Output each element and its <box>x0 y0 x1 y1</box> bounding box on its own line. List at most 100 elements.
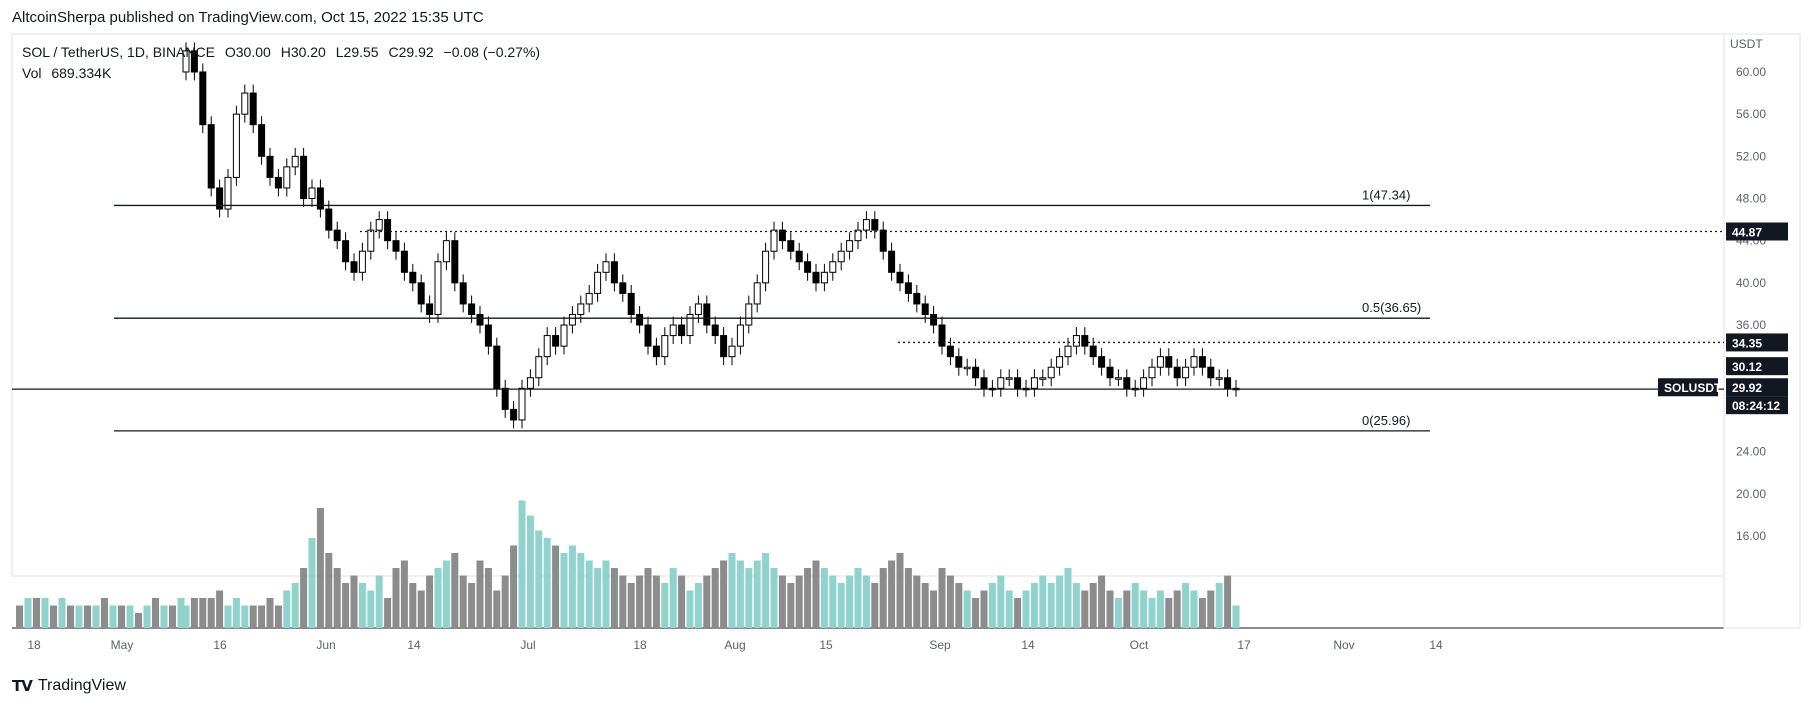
candle-body <box>888 250 896 273</box>
volume-bar <box>1148 598 1156 628</box>
candle-body <box>1140 377 1148 389</box>
volume-bar <box>409 583 417 628</box>
candle-body <box>199 71 207 126</box>
candle-body <box>854 229 862 242</box>
candle-body <box>241 92 249 115</box>
candle-body <box>1005 377 1013 380</box>
volume-bar <box>762 553 770 628</box>
price-tick-1: 56.00 <box>1736 107 1766 121</box>
high-label: H <box>280 44 291 60</box>
candle-body <box>745 303 753 326</box>
volume-bar <box>1064 568 1072 628</box>
volume-bar <box>126 605 134 628</box>
candle-body <box>1064 345 1072 358</box>
price-tag-bg-5 <box>1726 396 1788 415</box>
volume-bar <box>636 575 644 628</box>
volume-value: 689.334K <box>51 65 112 81</box>
candle-body <box>762 250 770 284</box>
volume-bar <box>1089 583 1097 628</box>
candle-body <box>476 313 484 326</box>
legend-symbol[interactable]: SOL / TetherUS, 1D, BINANCE <box>22 44 215 60</box>
volume-bar <box>291 583 299 628</box>
candle-body <box>686 313 694 337</box>
candle-body <box>862 219 870 231</box>
volume-bar <box>518 500 526 628</box>
candle-body <box>207 124 215 189</box>
publisher-line: AltcoinSherpa published on TradingView.c… <box>12 9 484 26</box>
candle-body <box>1215 377 1223 380</box>
volume-bar <box>190 598 198 628</box>
volume-bar <box>770 568 778 628</box>
candle-body <box>846 240 854 252</box>
candle-body <box>316 187 324 210</box>
candle-body <box>300 155 308 199</box>
footer-brand[interactable]: TradingView <box>37 677 126 694</box>
volume-bar <box>745 568 753 628</box>
volume-bar <box>50 605 57 628</box>
time-tick-6: 18 <box>633 638 647 652</box>
candle-body <box>568 313 576 326</box>
candle-body <box>1224 377 1232 389</box>
volume-bar <box>1182 583 1190 628</box>
volume-bar <box>1190 590 1198 628</box>
volume-bar <box>392 568 400 628</box>
volume-bar <box>135 613 142 628</box>
close-value: 29.92 <box>398 44 434 60</box>
footer: 𝗧𝗩 TradingView <box>12 677 126 695</box>
volume-bar <box>661 583 669 628</box>
price-tick-3: 48.00 <box>1736 191 1766 205</box>
candle-body <box>560 324 568 347</box>
volume-bar <box>434 568 442 628</box>
volume-bar <box>400 560 408 628</box>
volume-bar <box>152 598 159 628</box>
time-tick-0: 18 <box>27 638 41 652</box>
candle-body <box>636 313 644 326</box>
fib-and-levels: 1(47.34) 0.5(36.65) 0(25.96) <box>12 187 1724 432</box>
volume-bar <box>627 583 635 628</box>
plot-frame <box>11 33 1725 577</box>
volume-bar <box>143 605 151 628</box>
volume-bar <box>169 605 176 628</box>
time-tick-8: 15 <box>819 638 833 652</box>
candle-body <box>585 292 593 305</box>
time-tick-7: Aug <box>724 638 745 652</box>
volume-bar <box>955 583 963 628</box>
volume-bar <box>358 583 366 628</box>
price-tick-10: 20.00 <box>1736 487 1766 501</box>
volume-bar <box>442 560 450 628</box>
volume-bar <box>182 605 190 628</box>
volume-bar <box>224 605 232 628</box>
candle-body <box>812 271 820 284</box>
candle-body <box>400 250 408 273</box>
candle-body <box>669 324 677 337</box>
candle-body <box>820 271 828 284</box>
candle-body <box>409 271 417 284</box>
volume-bar <box>501 575 509 628</box>
price-tick-9: 24.00 <box>1736 445 1766 459</box>
candle-body <box>795 250 803 263</box>
volume-bar <box>829 575 837 628</box>
candle-body <box>258 124 266 157</box>
volume-bar <box>577 553 585 628</box>
time-tick-5: Jul <box>520 638 535 652</box>
candle-body <box>1039 377 1047 380</box>
volume-bar <box>720 560 728 628</box>
price-tick-2: 52.00 <box>1736 149 1766 163</box>
volume-bar <box>484 568 492 628</box>
candle-body <box>350 261 358 273</box>
volume-bar <box>1022 590 1030 628</box>
tradingview-logo-icon[interactable]: 𝗧𝗩 <box>12 678 33 695</box>
candle-body <box>837 250 845 263</box>
volume-bar <box>946 575 954 628</box>
volume-bar <box>1114 598 1122 628</box>
price-tag-bg-1 <box>1726 333 1788 352</box>
price-tag-0: 44.87 <box>1732 226 1762 240</box>
volume-bar <box>510 545 518 628</box>
volume-bar <box>812 560 820 628</box>
price-tag-bg-4 <box>1726 378 1788 397</box>
volume-bar <box>1215 583 1223 628</box>
volume-bar <box>610 568 618 628</box>
candle-body <box>510 408 518 421</box>
